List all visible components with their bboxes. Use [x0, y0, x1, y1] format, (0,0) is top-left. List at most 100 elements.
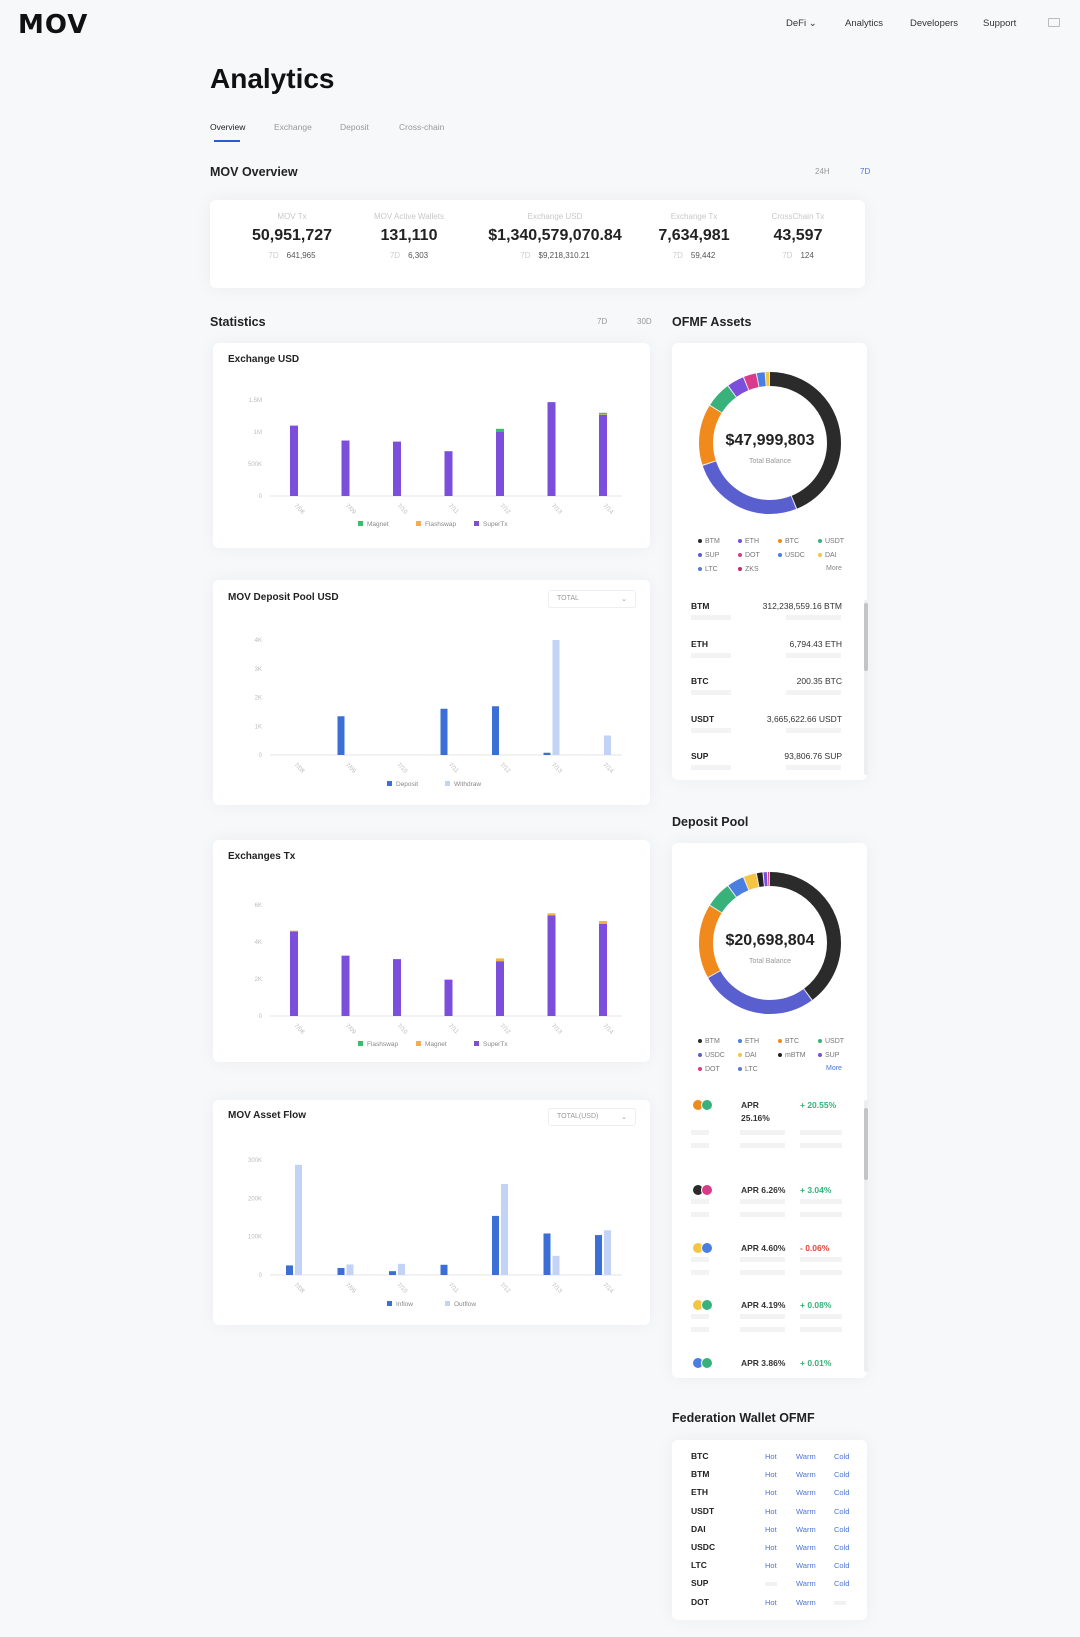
- tab-deposit[interactable]: Deposit: [340, 122, 369, 132]
- federation-hot-link[interactable]: Hot: [765, 1506, 777, 1516]
- federation-hot-link[interactable]: Hot: [765, 1524, 777, 1534]
- legend-item-sup[interactable]: SUP: [818, 1049, 839, 1063]
- tab-cross-chain[interactable]: Cross-chain: [399, 122, 445, 132]
- legend-item-sup[interactable]: SUP: [698, 549, 719, 563]
- bar-deposit[interactable]: [492, 706, 499, 755]
- bar-outflow[interactable]: [604, 1230, 611, 1275]
- federation-warm-link[interactable]: Warm: [796, 1506, 816, 1516]
- period-7d[interactable]: 7D: [860, 167, 871, 176]
- legend-item-ltc[interactable]: LTC: [698, 563, 718, 577]
- legend-label[interactable]: Inflow: [396, 1301, 413, 1308]
- asset-flow-select[interactable]: TOTAL(USD) ⌄: [548, 1108, 636, 1126]
- federation-cold-link[interactable]: Cold: [834, 1579, 850, 1589]
- federation-hot-link[interactable]: Hot: [765, 1561, 777, 1571]
- federation-cold-link[interactable]: Cold: [834, 1452, 850, 1461]
- bar-withdraw[interactable]: [552, 640, 560, 755]
- federation-warm-link[interactable]: Warm: [796, 1452, 816, 1461]
- legend-label[interactable]: Withdraw: [454, 781, 481, 788]
- legend-label[interactable]: Magnet: [425, 1041, 447, 1048]
- bar-supertx[interactable]: [393, 441, 401, 496]
- bar-supertx[interactable]: [444, 451, 453, 496]
- bar-magnet[interactable]: [496, 958, 504, 962]
- legend-item-usdc[interactable]: USDC: [698, 1049, 725, 1063]
- legend-item-usdc[interactable]: USDC: [778, 549, 805, 563]
- bar-inflow[interactable]: [440, 1264, 448, 1275]
- bar-inflow[interactable]: [337, 1267, 345, 1275]
- legend-item-usdt[interactable]: USDT: [818, 1035, 844, 1049]
- nav-developers[interactable]: Developers: [910, 18, 959, 29]
- bar-outflow[interactable]: [398, 1263, 405, 1275]
- bar-deposit[interactable]: [440, 708, 448, 755]
- bar-outflow[interactable]: [501, 1183, 508, 1275]
- bar-magnet[interactable]: [599, 920, 607, 924]
- period-24h[interactable]: 24H: [815, 167, 830, 176]
- nav-support[interactable]: Support: [983, 18, 1017, 29]
- federation-hot-link[interactable]: Hot: [765, 1452, 777, 1461]
- legend-item-dot[interactable]: DOT: [738, 549, 760, 563]
- legend-item-zks[interactable]: ZKS: [738, 563, 759, 577]
- bar-deposit[interactable]: [543, 752, 551, 755]
- donut-slice-usdc[interactable]: [699, 872, 841, 1014]
- federation-warm-link[interactable]: Warm: [796, 1597, 816, 1607]
- federation-cold-link[interactable]: Cold: [834, 1488, 850, 1498]
- donut-slice-btm[interactable]: [699, 372, 841, 514]
- nav-defi[interactable]: DeFi ⌄: [786, 18, 817, 29]
- legend-item-eth[interactable]: ETH: [738, 535, 759, 549]
- ofmf-more-link[interactable]: More: [826, 565, 842, 572]
- bar-magnet[interactable]: [496, 428, 504, 432]
- bar-supertx[interactable]: [496, 432, 504, 496]
- donut-slice-sup[interactable]: [699, 372, 841, 514]
- tab-overview[interactable]: Overview: [210, 122, 246, 132]
- federation-cold-link[interactable]: Cold: [834, 1506, 850, 1516]
- federation-warm-link[interactable]: Warm: [796, 1579, 816, 1589]
- legend-item-btm[interactable]: BTM: [698, 535, 720, 549]
- federation-warm-link[interactable]: Warm: [796, 1488, 816, 1498]
- federation-cold-link[interactable]: Cold: [834, 1470, 850, 1480]
- bar-supertx[interactable]: [599, 923, 607, 1016]
- legend-item-dai[interactable]: DAI: [818, 549, 837, 563]
- bar-supertx[interactable]: [341, 440, 350, 496]
- bar-inflow[interactable]: [389, 1271, 396, 1275]
- federation-cold-link[interactable]: Cold: [834, 1561, 850, 1571]
- bar-inflow[interactable]: [543, 1233, 551, 1275]
- tab-exchange[interactable]: Exchange: [274, 122, 312, 132]
- federation-hot-link[interactable]: Hot: [765, 1470, 777, 1480]
- federation-cold-link[interactable]: Cold: [834, 1543, 850, 1552]
- legend-item-eth[interactable]: ETH: [738, 1035, 759, 1049]
- legend-item-usdt[interactable]: USDT: [818, 535, 844, 549]
- bar-supertx[interactable]: [496, 961, 504, 1016]
- donut-slice-btc[interactable]: [699, 872, 841, 1014]
- legend-label[interactable]: Magnet: [367, 521, 389, 528]
- bar-magnet[interactable]: [547, 913, 556, 916]
- deposit-pool-more-link[interactable]: More: [826, 1065, 842, 1072]
- legend-item-mbtm[interactable]: mBTM: [778, 1049, 806, 1063]
- bar-supertx[interactable]: [341, 955, 350, 1016]
- federation-warm-link[interactable]: Warm: [796, 1524, 816, 1534]
- bar-magnet[interactable]: [290, 930, 298, 932]
- federation-hot-link[interactable]: Hot: [765, 1488, 777, 1498]
- ofmf-scrollbar[interactable]: [864, 600, 868, 775]
- bar-supertx[interactable]: [393, 959, 401, 1016]
- bar-magnet[interactable]: [599, 412, 607, 415]
- deposit-pool-scroll-thumb[interactable]: [864, 1108, 868, 1180]
- federation-hot-link[interactable]: Hot: [765, 1543, 777, 1552]
- legend-item-btc[interactable]: BTC: [778, 1035, 799, 1049]
- deposit-pool-scrollbar[interactable]: [864, 1100, 868, 1372]
- bar-outflow[interactable]: [552, 1255, 560, 1275]
- bar-flashswap[interactable]: [599, 414, 607, 415]
- federation-warm-link[interactable]: Warm: [796, 1543, 816, 1552]
- stat-period-30d[interactable]: 30D: [637, 317, 652, 326]
- legend-label[interactable]: SuperTx: [483, 521, 508, 528]
- legend-label[interactable]: Deposit: [396, 781, 418, 788]
- legend-item-ltc[interactable]: LTC: [738, 1063, 758, 1077]
- language-icon[interactable]: [1048, 18, 1060, 27]
- legend-label[interactable]: Flashswap: [425, 521, 456, 528]
- federation-hot-link[interactable]: Hot: [765, 1597, 777, 1607]
- bar-inflow[interactable]: [286, 1265, 293, 1275]
- bar-supertx[interactable]: [444, 979, 453, 1016]
- legend-item-dai[interactable]: DAI: [738, 1049, 757, 1063]
- bar-supertx[interactable]: [547, 402, 556, 496]
- stat-period-7d[interactable]: 7D: [597, 317, 608, 326]
- bar-magnet[interactable]: [444, 979, 453, 980]
- bar-outflow[interactable]: [346, 1264, 354, 1275]
